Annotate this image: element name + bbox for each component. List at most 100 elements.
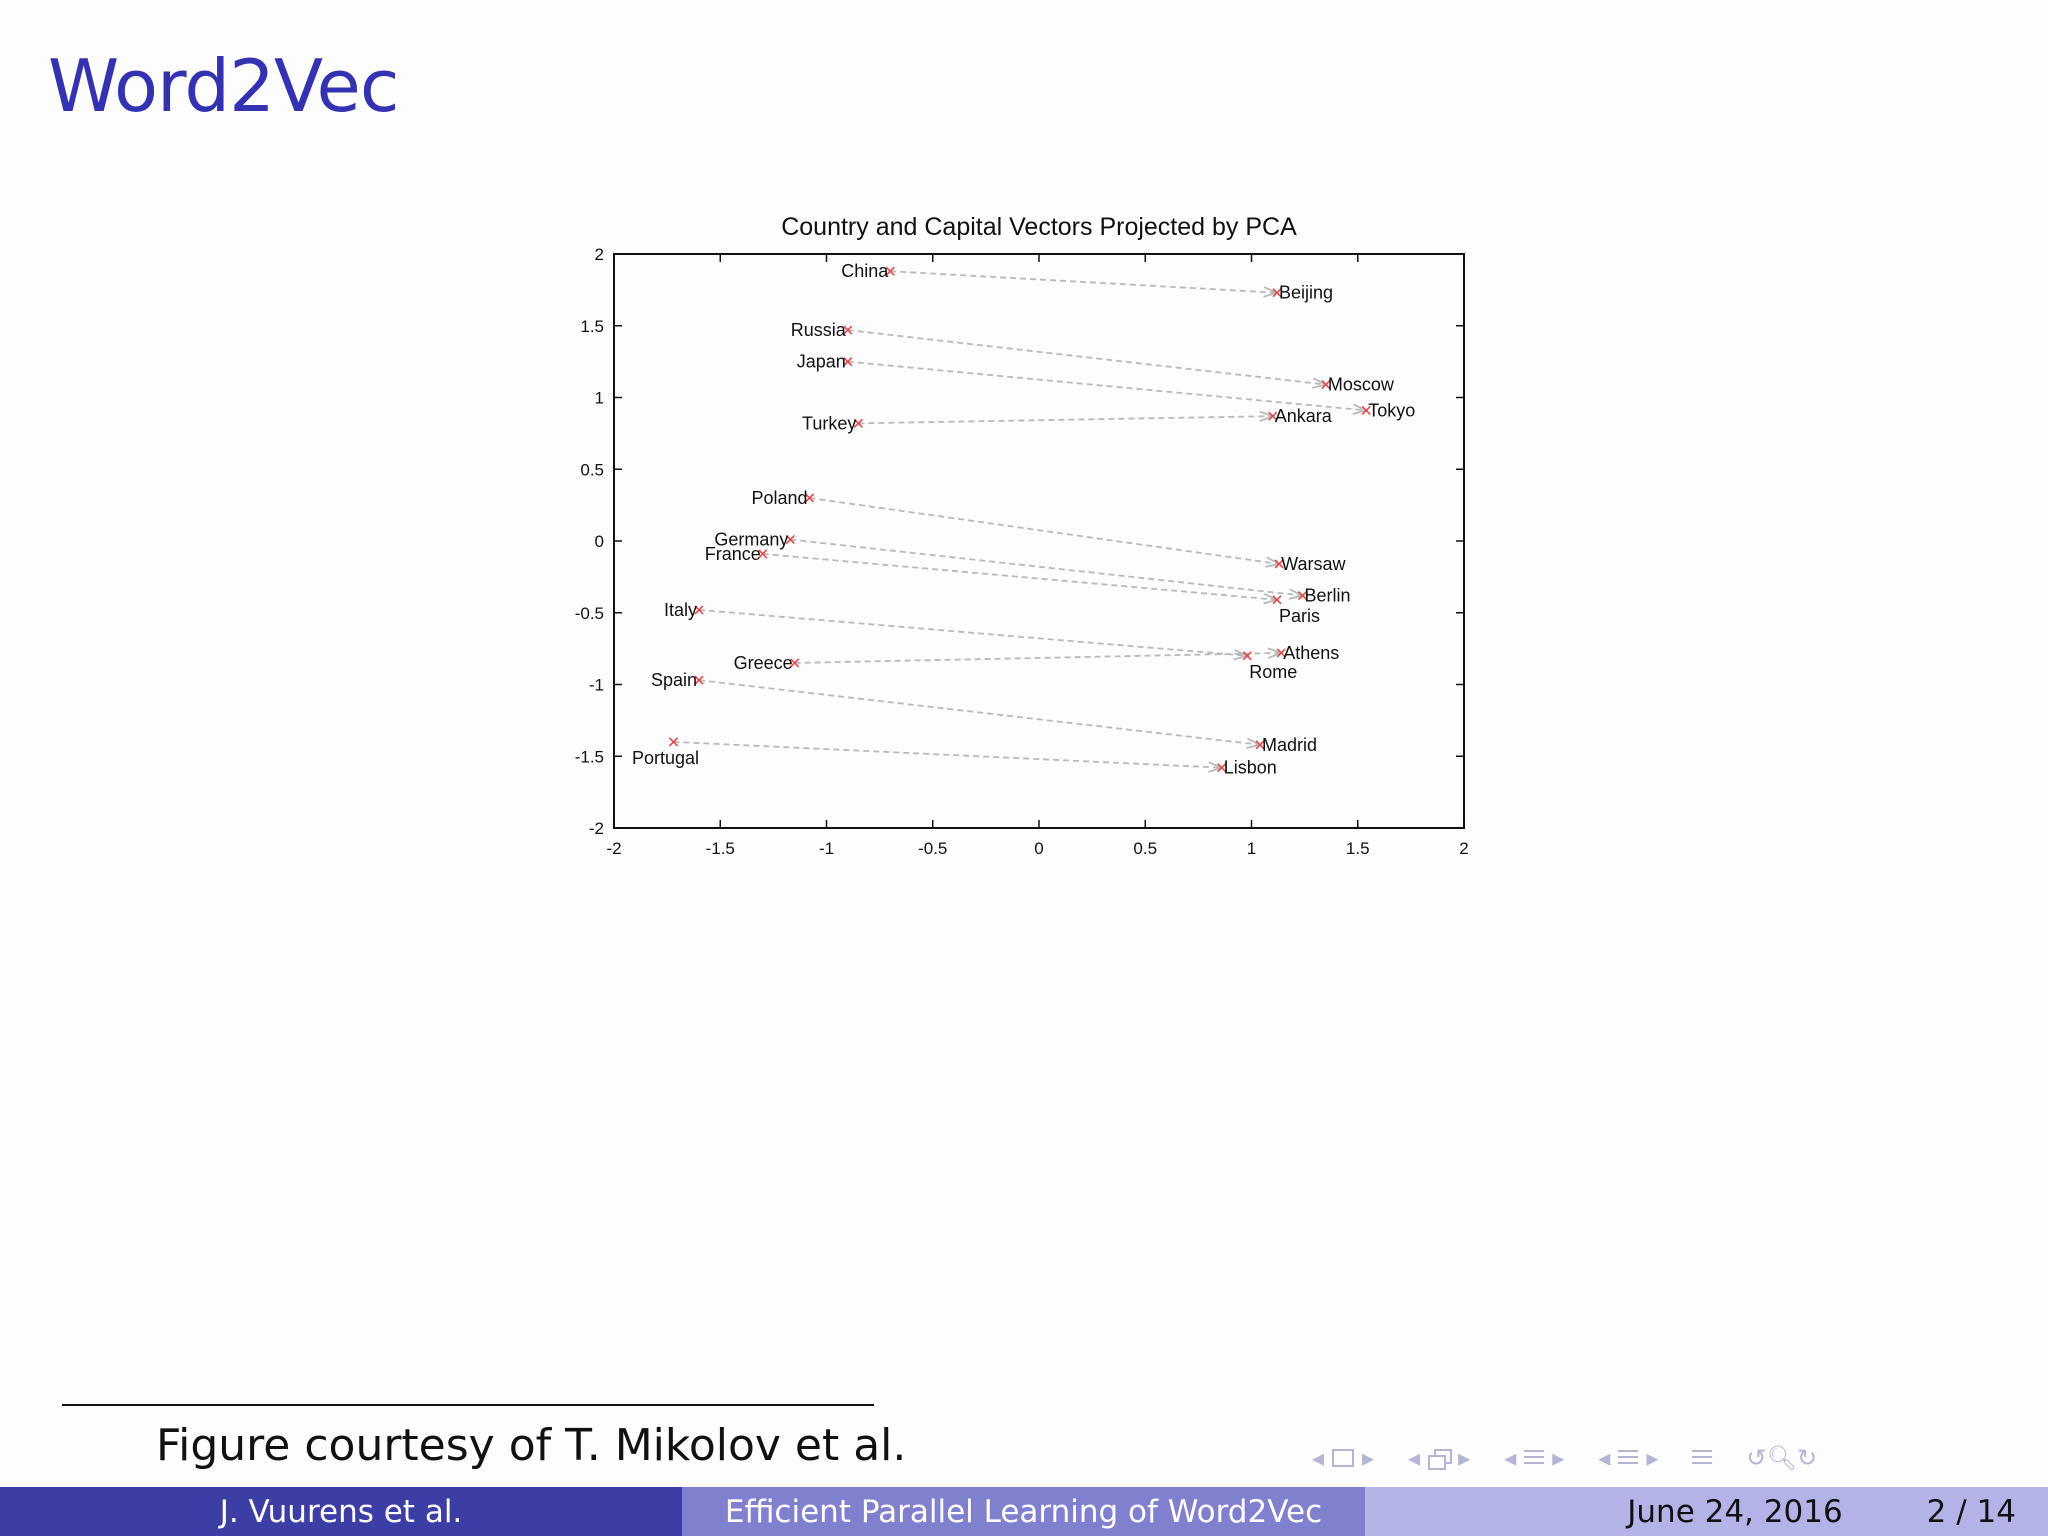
frame-icon[interactable] [1332, 1449, 1355, 1467]
arrow-left-icon[interactable]: ◂ [1598, 1444, 1611, 1472]
x-tick-label: -1.5 [706, 839, 735, 858]
country-label: Japan [797, 352, 846, 372]
frames-icon[interactable] [1428, 1449, 1453, 1470]
capital-point [1242, 651, 1252, 661]
country-point [843, 325, 853, 335]
footnote-rule [62, 1404, 874, 1406]
capital-label: Lisbon [1224, 758, 1277, 778]
x-tick-label: -0.5 [918, 839, 947, 858]
y-axis-ticks: 2 1.5 1 0.5 0 -0.5 -1 -1.5 -2 [575, 245, 1464, 838]
country-label: France [705, 544, 761, 564]
vector-arrow [698, 679, 1261, 746]
country-point [790, 658, 800, 668]
capital-point [1321, 380, 1331, 390]
arrow-right-icon[interactable]: ▸ [1646, 1444, 1659, 1472]
footer-info: June 24, 2016 2 / 14 [1365, 1487, 2048, 1536]
y-tick-label: -1 [589, 676, 604, 695]
vector-arrow [698, 608, 1248, 657]
footer-authors: J. Vuurens et al. [0, 1487, 682, 1536]
country-point [758, 549, 768, 559]
arrow-left-icon[interactable]: ◂ [1504, 1444, 1517, 1472]
y-tick-label: -2 [589, 819, 604, 838]
country-label: Germany [714, 530, 788, 550]
country-label: Turkey [802, 413, 856, 433]
section-icon[interactable] [1524, 1450, 1545, 1466]
country-label: Greece [734, 653, 793, 673]
x-tick-label: 2 [1459, 839, 1468, 858]
x-tick-label: 0.5 [1133, 839, 1157, 858]
y-tick-label: 1 [595, 389, 604, 408]
capital-label: Warsaw [1281, 554, 1346, 574]
capital-label: Berlin [1305, 586, 1351, 606]
beamer-navigation: ◂ ▸ ◂ ▸ ◂ ▸ ◂ ▸ ↺🔍︎↻ [1312, 1438, 2032, 1478]
capital-point [1274, 559, 1284, 569]
vector-arrow [847, 329, 1326, 386]
x-tick-label: 1.5 [1346, 839, 1370, 858]
x-tick-label: -1 [819, 839, 834, 858]
arrow-right-icon[interactable]: ▸ [1458, 1444, 1471, 1472]
vector-arrow [890, 270, 1278, 294]
capital-label: Beijing [1279, 283, 1333, 303]
capital-label: Ankara [1275, 406, 1333, 426]
capital-point [1268, 411, 1278, 421]
vector-arrow [762, 553, 1278, 601]
x-tick-label: 1 [1247, 839, 1256, 858]
y-tick-label: 0.5 [580, 460, 604, 479]
x-axis-ticks: -2 -1.5 -1 -0.5 0 0.5 1 1.5 2 [606, 254, 1469, 858]
capital-label: Tokyo [1368, 400, 1415, 420]
y-tick-label: 1.5 [580, 317, 604, 336]
footer-date: June 24, 2016 [1627, 1493, 1843, 1530]
country-label: Spain [651, 670, 697, 690]
vector-arrow [858, 415, 1273, 425]
footer-talk-title: Efficient Parallel Learning of Word2Vec [682, 1487, 1365, 1536]
capital-label: Madrid [1262, 735, 1317, 755]
arrows-layer [673, 270, 1369, 773]
points-layer [668, 266, 1371, 773]
arrow-left-icon[interactable]: ◂ [1312, 1444, 1325, 1472]
capital-point [1361, 405, 1371, 415]
capital-point [1272, 595, 1282, 605]
labels-layer: China Beijing Russia Moscow Japan Tokyo Turkey… [632, 261, 1415, 778]
country-point [785, 534, 795, 545]
capital-point [1217, 763, 1227, 773]
capital-point [1297, 590, 1308, 601]
arrow-left-icon[interactable]: ◂ [1408, 1444, 1421, 1472]
vector-arrow [809, 497, 1280, 565]
footer-bar: J. Vuurens et al. Efficient Parallel Lea… [0, 1487, 2048, 1536]
country-label: Russia [791, 320, 847, 340]
capital-point [1255, 740, 1265, 750]
country-point [694, 605, 704, 615]
country-point [668, 737, 679, 747]
country-point [804, 493, 815, 503]
country-point [853, 418, 863, 428]
y-tick-label: -1.5 [575, 747, 604, 766]
page-number: 2 / 14 [1926, 1493, 2016, 1530]
vector-arrow [790, 538, 1303, 597]
y-tick-label: 0 [595, 532, 604, 551]
capital-point [1272, 288, 1282, 298]
country-point [694, 675, 704, 685]
capital-label: Rome [1249, 662, 1297, 682]
vector-arrow [673, 741, 1222, 769]
capital-label: Athens [1283, 643, 1339, 663]
country-point [843, 357, 853, 367]
vector-arrow [847, 360, 1367, 412]
capital-label: Paris [1279, 606, 1320, 626]
subsection-icon[interactable] [1618, 1450, 1639, 1466]
y-tick-label: 2 [595, 245, 604, 264]
country-label: China [841, 261, 889, 281]
arrow-right-icon[interactable]: ▸ [1362, 1444, 1375, 1472]
capital-point [1276, 648, 1286, 658]
y-tick-label: -0.5 [575, 604, 604, 623]
vector-arrow [794, 652, 1282, 664]
footnote: Figure courtesy of T. Mikolov et al. [156, 1420, 907, 1471]
country-point [885, 266, 895, 276]
pca-chart: Country and Capital Vectors Projected by… [575, 213, 1469, 858]
country-label: Portugal [632, 748, 699, 768]
country-label: Poland [751, 488, 807, 508]
search-icon[interactable]: ↺🔍︎↻ [1746, 1444, 1818, 1472]
arrow-right-icon[interactable]: ▸ [1552, 1444, 1565, 1472]
country-label: Italy [664, 600, 697, 620]
outline-icon[interactable] [1692, 1450, 1713, 1466]
capital-label: Moscow [1328, 375, 1395, 395]
